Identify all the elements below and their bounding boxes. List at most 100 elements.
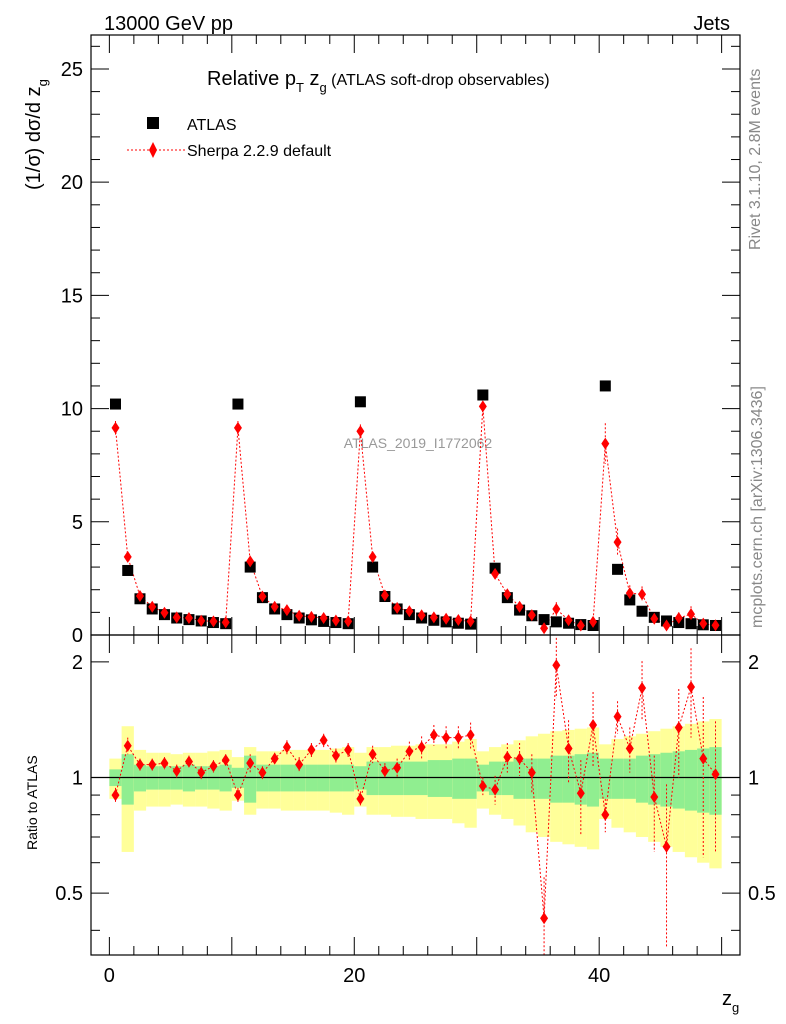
ratio-band-inner <box>586 752 600 807</box>
sherpa-point <box>466 615 475 628</box>
main-x-ticks <box>108 35 723 635</box>
ratio-band-inner <box>403 761 416 796</box>
ratio-band-inner <box>623 758 636 799</box>
y-tick-label: 20 <box>61 172 83 194</box>
ratio-point <box>638 682 647 695</box>
atlas-point <box>599 380 611 392</box>
sherpa-point <box>405 605 414 618</box>
ratio-point <box>515 752 524 765</box>
ratio-point <box>344 743 353 756</box>
ratio-point <box>331 749 340 762</box>
main-panel: ATLAS_2019_I1772062 0 5 10 15 20 25 Relative … <box>23 34 741 647</box>
ratio-point <box>503 751 512 764</box>
ratio-band-inner <box>244 755 257 803</box>
ratio-point <box>307 743 316 756</box>
atlas-point <box>367 561 379 573</box>
sherpa-point <box>601 437 610 450</box>
sherpa-point <box>417 609 426 622</box>
ratio-band-inner <box>513 758 526 799</box>
ratio-y-tick-label-right: 0.5 <box>748 883 776 905</box>
ratio-point <box>380 764 389 777</box>
ratio-point <box>466 729 475 742</box>
legend: ATLAS Sherpa 2.2.9 default <box>127 117 332 160</box>
ratio-point <box>699 752 708 765</box>
mcplots-label: mcplots.cern.ch [arXiv:1306.3436] <box>749 386 766 628</box>
ratio-point <box>662 840 671 853</box>
atlas-point <box>624 594 636 606</box>
sherpa-point <box>135 590 144 603</box>
ratio-band-inner <box>366 761 379 796</box>
ratio-band-inner <box>709 747 722 815</box>
sherpa-point <box>674 612 683 625</box>
sherpa-point <box>319 612 328 625</box>
atlas-point <box>477 389 489 401</box>
ratio-bands <box>109 719 722 869</box>
ratio-point <box>527 766 536 779</box>
sherpa-point <box>197 614 206 627</box>
ratio-band-inner <box>660 752 673 807</box>
ratio-band-inner <box>452 758 465 799</box>
chart-title: Relative pT zg (ATLAS soft-drop observab… <box>207 68 550 95</box>
ratio-point <box>221 754 230 767</box>
ratio-y-label: Ratio to ATLAS <box>24 755 40 850</box>
ratio-point <box>233 789 242 802</box>
sherpa-point <box>454 614 463 627</box>
ratio-point <box>197 766 206 779</box>
sherpa-point <box>295 609 304 622</box>
sherpa-point <box>650 612 659 625</box>
y-axis-label: (1/σ) dσ/d zg <box>23 79 50 190</box>
atlas-point <box>612 563 624 575</box>
ratio-point <box>148 758 157 771</box>
ratio-point <box>601 808 610 821</box>
ratio-point <box>711 768 720 781</box>
ratio-band-inner <box>550 755 563 803</box>
sherpa-point <box>368 550 377 563</box>
ratio-band-inner <box>537 758 551 799</box>
ratio-point <box>295 758 304 771</box>
ratio-point <box>564 742 573 755</box>
ratio-point <box>270 752 279 765</box>
ratio-point <box>454 731 463 744</box>
ratio-point <box>687 681 696 694</box>
y-tick-label: 15 <box>61 285 83 307</box>
ratio-band-inner <box>427 760 440 797</box>
ratio-band-inner <box>635 755 649 803</box>
ratio-y-tick-label: 2 <box>72 652 83 674</box>
sherpa-point <box>662 619 671 632</box>
sherpa-point <box>111 421 120 434</box>
sherpa-point <box>148 600 157 613</box>
ratio-x-axis: 0 20 40 <box>104 635 723 987</box>
ratio-band-inner <box>415 761 428 796</box>
sherpa-point <box>258 590 267 603</box>
sherpa-point <box>160 606 169 619</box>
ratio-panel: 0.5 0.5 1 1 2 2 0 20 40 Ratio to ATLAS zg <box>24 634 776 1015</box>
ratio-band-inner <box>391 761 404 796</box>
ratio-band-inner <box>684 749 698 811</box>
sherpa-point <box>380 589 389 602</box>
sherpa-point <box>233 421 242 434</box>
ratio-point <box>625 742 634 755</box>
sherpa-point <box>282 604 291 617</box>
atlas-point <box>636 605 648 617</box>
ratio-point <box>405 745 414 758</box>
ratio-point <box>613 710 622 723</box>
ratio-point <box>576 787 585 800</box>
sherpa-point <box>576 619 585 632</box>
ratio-point <box>319 734 328 747</box>
ratio-band-inner <box>501 761 514 796</box>
ratio-point <box>552 659 561 672</box>
ratio-y-tick-label: 0.5 <box>55 883 83 905</box>
sherpa-point <box>172 611 181 624</box>
sherpa-point <box>209 615 218 628</box>
ratio-point <box>589 718 598 731</box>
ratio-point <box>123 739 132 752</box>
ratio-band-inner <box>121 754 134 805</box>
ratio-y-tick-label: 1 <box>72 768 83 790</box>
sherpa-point <box>540 622 549 635</box>
sherpa-point <box>515 600 524 613</box>
ratio-point <box>356 792 365 805</box>
main-data <box>109 380 722 635</box>
y-tick-label: 10 <box>61 399 83 421</box>
ratio-band-inner <box>697 748 710 813</box>
